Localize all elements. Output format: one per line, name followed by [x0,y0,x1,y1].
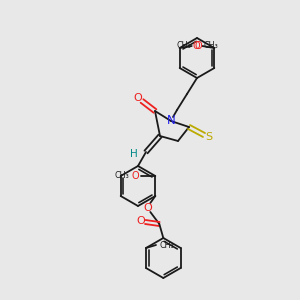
Text: H: H [130,149,138,159]
Text: CH₃: CH₃ [160,241,175,250]
Text: O: O [134,93,142,103]
Text: CH₃: CH₃ [204,41,218,50]
Text: N: N [167,115,176,128]
Text: O: O [132,171,139,181]
Text: CH₃: CH₃ [115,172,129,181]
Text: O: O [143,203,152,213]
Text: CH₃: CH₃ [177,41,191,50]
Text: O: O [136,216,145,226]
Text: S: S [206,132,213,142]
Text: O: O [193,41,200,51]
Text: O: O [195,41,202,51]
